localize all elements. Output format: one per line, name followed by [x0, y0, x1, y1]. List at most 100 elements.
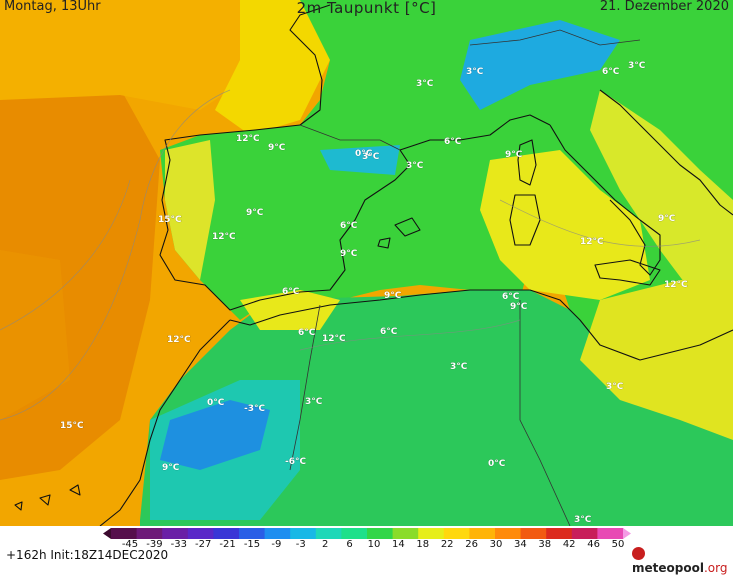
- scale-tick-label: -3: [295, 539, 306, 550]
- scale-tick-label: 26: [465, 539, 478, 550]
- scale-tick-label: -39: [146, 539, 163, 550]
- temperature-label: 12°C: [664, 280, 688, 290]
- scale-tick-label: 34: [514, 539, 527, 550]
- footer: -45 -39 -33 -27 -21 -15 -9 -3 2 6 10 14 18 22 26 30 34 38…: [0, 526, 733, 575]
- scale-tick-label: 30: [489, 539, 503, 550]
- borders: [289, 29, 641, 526]
- temperature-label: -6°C: [285, 457, 306, 467]
- temperature-label: 3°C: [466, 67, 484, 77]
- alps-border: [469, 29, 641, 46]
- scale-swatch: [187, 528, 214, 539]
- adriatic-yellow-field: [590, 90, 733, 290]
- map-title: 2m Taupunkt [°C]: [296, 0, 437, 17]
- temperature-label: 9°C: [384, 291, 402, 301]
- atlantic-north-field: [0, 0, 260, 110]
- scale-swatch: [469, 528, 496, 539]
- temperature-label: 3°C: [305, 397, 323, 407]
- isoline: [499, 199, 701, 247]
- balearic-coast: [377, 217, 421, 249]
- scale-swatch: [162, 528, 189, 539]
- temperature-label: 6°C: [282, 287, 300, 297]
- temperature-label: 6°C: [602, 67, 620, 77]
- temperature-label: 6°C: [340, 221, 358, 231]
- scale-tick-label: -9: [271, 539, 282, 550]
- scale-tick-label: 46: [587, 539, 600, 550]
- temperature-label: 6°C: [444, 137, 462, 147]
- north-africa-coast: [229, 289, 733, 361]
- temperature-label: 9°C: [340, 249, 358, 259]
- color-scale: [103, 528, 631, 539]
- france-coast: [289, 4, 331, 126]
- init-label: +162h Init:18Z14DEC2020: [6, 548, 169, 562]
- logo-icon: [632, 547, 645, 560]
- scale-swatch: [495, 528, 522, 539]
- isoline: [299, 319, 521, 351]
- temperature-label: 3°C: [406, 161, 424, 171]
- scale-ticks: -45 -39 -33 -27 -21 -15 -9 -3 2 6 10 14 18 22 26 30 34 38…: [0, 539, 733, 553]
- scale-tick-label: 14: [392, 539, 405, 550]
- temperature-label: -3°C: [244, 404, 265, 414]
- coastlines: [14, 4, 733, 526]
- scale-tick-label: -15: [243, 539, 261, 550]
- iberia-west-yellow-field: [165, 140, 215, 280]
- temperature-label: 9°C: [268, 143, 286, 153]
- canary-islands: [14, 484, 81, 511]
- scale-swatch: [418, 528, 445, 539]
- scale-tick-label: 2: [322, 539, 329, 550]
- temperature-label: 9°C: [505, 150, 523, 160]
- iberia-coast: [159, 124, 411, 311]
- scale-arrow-right: [623, 528, 631, 539]
- atlantic-west-field: [0, 250, 70, 420]
- scale-swatch: [111, 528, 138, 539]
- alps-blue-field: [460, 20, 620, 110]
- sahara-blue-field: [160, 400, 270, 470]
- scale-swatch: [520, 528, 547, 539]
- temperature-label: 12°C: [236, 134, 260, 144]
- scale-swatch: [315, 528, 342, 539]
- scale-swatch: [290, 528, 317, 539]
- italy-coast: [549, 89, 733, 276]
- scale-tick-label: 38: [538, 539, 552, 550]
- scale-swatch: [213, 528, 240, 539]
- scale-tick-label: -27: [195, 539, 212, 550]
- scale-swatch: [136, 528, 163, 539]
- temperature-label: 6°C: [298, 328, 316, 338]
- temperature-label: 3°C: [416, 79, 434, 89]
- morocco-atlantic-coast: [99, 319, 231, 526]
- scale-swatch: [367, 528, 394, 539]
- scale-swatch: [341, 528, 368, 539]
- scale-tick-label: -21: [219, 539, 236, 550]
- temperature-label: 3°C: [606, 382, 624, 392]
- temperature-label: 3°C: [628, 61, 646, 71]
- scale-tick-label: -45: [121, 539, 139, 550]
- gulf-of-lion-coast: [399, 114, 551, 151]
- scale-tick-label: 18: [416, 539, 430, 550]
- pyrenees-blue-field: [320, 145, 400, 175]
- scale-swatch: [239, 528, 266, 539]
- algeria-border: [289, 304, 321, 471]
- scale-swatch: [392, 528, 419, 539]
- temperature-label: 6°C: [502, 292, 520, 302]
- scale-tick-label: 22: [440, 539, 454, 550]
- logo-tld: .org: [703, 561, 728, 575]
- temperature-label: 12°C: [322, 334, 346, 344]
- pyrenees-border: [299, 124, 401, 151]
- logo-name: meteopool: [632, 561, 704, 575]
- scale-swatch: [597, 528, 624, 539]
- scale-tick-label: 50: [611, 539, 625, 550]
- temperature-label: 0°C: [355, 149, 373, 159]
- tyrrhenian-yellow-field: [480, 150, 650, 300]
- temperature-labels: 3°C3°C 6°C3°C12°C9°C0°C3°C6°C9°C15°C12°C9…: [60, 61, 689, 526]
- temperature-label: 0°C: [207, 398, 225, 408]
- ionian-yellow-field: [580, 280, 733, 440]
- scale-swatch: [546, 528, 573, 539]
- temperature-label: 3°C: [362, 152, 380, 162]
- isolines: [0, 89, 701, 421]
- meteopool-logo[interactable]: meteopool.org: [632, 547, 733, 575]
- temperature-label: 12°C: [212, 232, 236, 242]
- sicily-coast: [594, 259, 661, 286]
- temperature-label: 0°C: [488, 459, 506, 469]
- temperature-label: 12°C: [167, 335, 191, 345]
- temperature-label: 15°C: [158, 215, 182, 225]
- dewpoint-map: 3°C3°C 6°C3°C12°C9°C0°C3°C6°C9°C15°C12°C9…: [0, 0, 733, 526]
